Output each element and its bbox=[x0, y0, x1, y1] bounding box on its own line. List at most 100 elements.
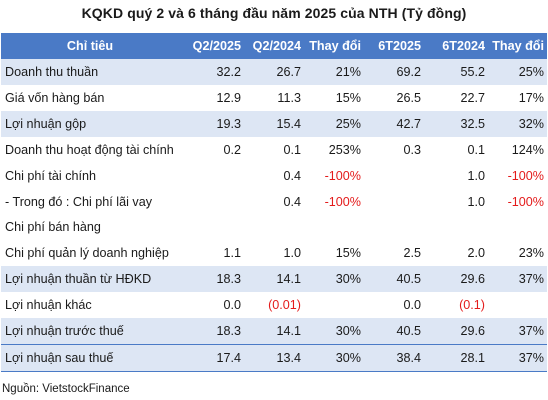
cell-q2-2025 bbox=[179, 189, 241, 215]
cell-change-q: 30% bbox=[301, 344, 361, 373]
cell-h1-2025: 0.0 bbox=[403, 298, 421, 313]
cell-change-q: 15% bbox=[335, 246, 361, 261]
cell-h1-2024: 55.2 bbox=[421, 59, 485, 85]
header-q2-2024: Q2/2024 bbox=[241, 33, 301, 59]
cell-q2-2025: 19.3 bbox=[179, 110, 241, 137]
cell-q2-2024: 14.1 bbox=[241, 318, 301, 345]
table-row: Lợi nhuận khác 0.0 (0.01) 0.0 (0.1) bbox=[1, 292, 547, 318]
cell-q2-2024: 11.3 bbox=[277, 90, 301, 105]
cell-change-q bbox=[301, 215, 361, 241]
cell-q2-2025: 0.0 bbox=[223, 298, 241, 313]
cell-change-q bbox=[301, 292, 361, 318]
cell-h1-2025: 69.2 bbox=[361, 59, 421, 85]
table-row: Chi phí quản lý doanh nghiệp 1.1 1.0 15%… bbox=[1, 240, 547, 266]
cell-h1-2025 bbox=[361, 189, 421, 215]
cell-h1-2024: 29.6 bbox=[421, 266, 485, 293]
cell-change-q: -100% bbox=[324, 194, 361, 209]
cell-change-h: 25% bbox=[485, 59, 547, 85]
table-row: Chi phí tài chính 0.4 -100% 1.0 -100% bbox=[1, 163, 547, 189]
header-name: Chỉ tiêu bbox=[1, 33, 179, 59]
table-row: Lợi nhuận trước thuế 18.3 14.1 30% 40.5 … bbox=[1, 318, 547, 345]
table-row: Giá vốn hàng bán 12.9 11.3 15% 26.5 22.7… bbox=[1, 85, 547, 111]
cell-h1-2024: (0.1) bbox=[459, 298, 485, 313]
header-h1-2024: 6T2024 bbox=[421, 33, 485, 59]
cell-h1-2024: 28.1 bbox=[421, 344, 485, 373]
cell-change-q: 15% bbox=[335, 90, 361, 105]
cell-q2-2024: 15.4 bbox=[241, 110, 301, 137]
cell-change-h: 124% bbox=[511, 142, 544, 157]
cell-change-q: 30% bbox=[301, 318, 361, 345]
cell-q2-2024: 14.1 bbox=[241, 266, 301, 293]
cell-h1-2025: 2.5 bbox=[403, 246, 421, 261]
table-row: Lợi nhuận thuần từ HĐKD 18.3 14.1 30% 40… bbox=[1, 266, 547, 293]
cell-h1-2025: 26.5 bbox=[396, 90, 421, 105]
results-table: Chỉ tiêu Q2/2025 Q2/2024 Thay đổi 6T2025… bbox=[1, 33, 547, 373]
cell-q2-2024: 26.7 bbox=[241, 59, 301, 85]
cell-q2-2024: (0.01) bbox=[268, 298, 301, 313]
header-row: Chỉ tiêu Q2/2025 Q2/2024 Thay đổi 6T2025… bbox=[1, 33, 547, 59]
row-label: Doanh thu thuần bbox=[1, 59, 179, 85]
cell-h1-2024: 29.6 bbox=[421, 318, 485, 345]
row-label: Chi phí quản lý doanh nghiệp bbox=[5, 246, 169, 261]
table-row: Lợi nhuận sau thuế 17.4 13.4 30% 38.4 28… bbox=[1, 344, 547, 373]
cell-q2-2025: 18.3 bbox=[179, 266, 241, 293]
header-q2-2025: Q2/2025 bbox=[179, 33, 241, 59]
cell-h1-2025: 42.7 bbox=[361, 110, 421, 137]
cell-q2-2024: 0.4 bbox=[283, 168, 301, 183]
cell-h1-2024: 32.5 bbox=[421, 110, 485, 137]
cell-h1-2025: 40.5 bbox=[361, 318, 421, 345]
cell-h1-2025 bbox=[361, 215, 421, 241]
cell-change-q: 25% bbox=[301, 110, 361, 137]
cell-change-h: 32% bbox=[485, 110, 547, 137]
table-row: - Trong đó : Chi phí lãi vay 0.4 -100% 1… bbox=[1, 189, 547, 215]
cell-change-h: 37% bbox=[485, 266, 547, 293]
cell-q2-2025: 0.2 bbox=[223, 142, 241, 157]
cell-h1-2024: 1.0 bbox=[467, 194, 485, 209]
cell-change-h: -100% bbox=[507, 168, 544, 183]
row-label: Lợi nhuận sau thuế bbox=[1, 344, 179, 373]
source-note: Nguồn: VietstockFinance bbox=[2, 383, 130, 395]
table-row: Doanh thu thuần 32.2 26.7 21% 69.2 55.2 … bbox=[1, 59, 547, 85]
header-change-q: Thay đổi bbox=[301, 33, 361, 59]
row-label: Lợi nhuận khác bbox=[5, 298, 92, 313]
cell-h1-2025: 40.5 bbox=[361, 266, 421, 293]
cell-change-q: 21% bbox=[301, 59, 361, 85]
cell-q2-2025: 12.9 bbox=[216, 90, 241, 105]
cell-q2-2024: 13.4 bbox=[241, 344, 301, 373]
cell-change-q: 30% bbox=[301, 266, 361, 293]
cell-change-h: 37% bbox=[485, 344, 547, 373]
cell-change-h: 23% bbox=[518, 246, 544, 261]
cell-q2-2025: 18.3 bbox=[179, 318, 241, 345]
header-change-h: Thay đổi bbox=[485, 33, 547, 59]
cell-change-h bbox=[485, 215, 547, 241]
cell-h1-2024: 0.1 bbox=[467, 142, 485, 157]
cell-h1-2025: 0.3 bbox=[403, 142, 421, 157]
cell-q2-2025: 1.1 bbox=[223, 246, 241, 261]
table-row: Chi phí bán hàng bbox=[1, 215, 547, 241]
cell-q2-2024 bbox=[241, 215, 301, 241]
cell-q2-2024: 0.4 bbox=[283, 194, 301, 209]
table-row: Doanh thu hoạt động tài chính 0.2 0.1 25… bbox=[1, 137, 547, 163]
table-row: Lợi nhuận gộp 19.3 15.4 25% 42.7 32.5 32… bbox=[1, 110, 547, 137]
header-h1-2025: 6T2025 bbox=[361, 33, 421, 59]
row-label: Doanh thu hoạt động tài chính bbox=[5, 142, 174, 157]
row-label: Chi phí tài chính bbox=[5, 168, 97, 183]
cell-change-h bbox=[485, 292, 547, 318]
cell-h1-2024: 1.0 bbox=[467, 168, 485, 183]
row-label: Giá vốn hàng bán bbox=[5, 90, 105, 105]
cell-h1-2025: 38.4 bbox=[361, 344, 421, 373]
cell-change-q: -100% bbox=[324, 168, 361, 183]
row-label: - Trong đó : Chi phí lãi vay bbox=[5, 194, 152, 209]
cell-change-h: -100% bbox=[507, 194, 544, 209]
row-label: Lợi nhuận thuần từ HĐKD bbox=[1, 266, 179, 293]
row-label: Chi phí bán hàng bbox=[5, 220, 101, 235]
cell-change-h: 37% bbox=[485, 318, 547, 345]
cell-q2-2024: 0.1 bbox=[283, 142, 301, 157]
cell-change-h: 17% bbox=[518, 90, 544, 105]
table-title: KQKD quý 2 và 6 tháng đầu năm 2025 của N… bbox=[81, 5, 467, 21]
cell-h1-2024: 2.0 bbox=[467, 246, 485, 261]
cell-q2-2024: 1.0 bbox=[283, 246, 301, 261]
cell-change-q: 253% bbox=[328, 142, 361, 157]
cell-q2-2025: 17.4 bbox=[179, 344, 241, 373]
cell-q2-2025: 32.2 bbox=[179, 59, 241, 85]
